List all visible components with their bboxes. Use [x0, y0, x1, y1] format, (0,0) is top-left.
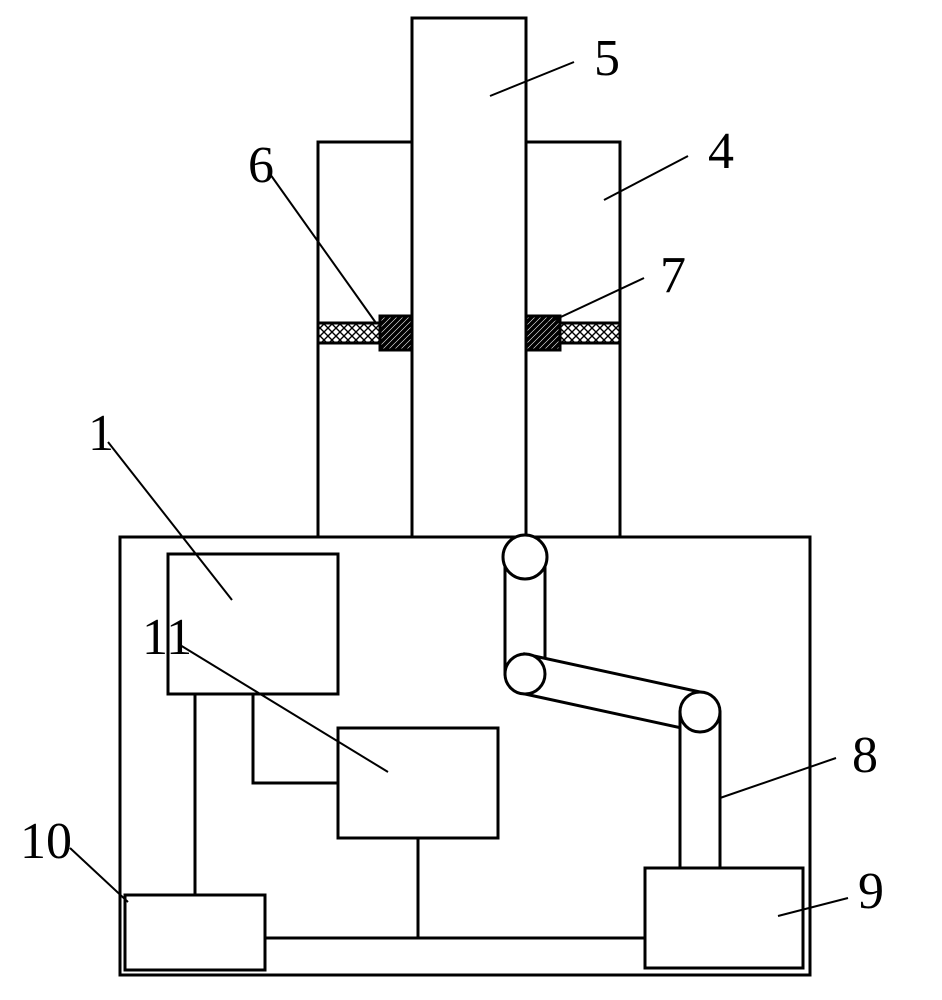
link-mid: [525, 654, 700, 732]
joint-top: [503, 535, 547, 579]
box-9: [645, 868, 803, 968]
label-9: 9: [858, 863, 884, 920]
box-11: [338, 728, 498, 838]
label-11: 11: [142, 609, 192, 666]
wire-11-9: [418, 838, 645, 938]
part-6-left: [318, 323, 380, 343]
part-6-right: [560, 323, 620, 343]
leader-8: [720, 758, 836, 798]
column-inner: [412, 18, 526, 537]
part-7-left: [380, 316, 412, 350]
label-7: 7: [660, 247, 686, 304]
label-4: 4: [708, 123, 734, 180]
label-5: 5: [594, 30, 620, 87]
part-7-right: [526, 316, 560, 350]
label-1: 1: [88, 405, 114, 462]
joint-mid: [505, 654, 545, 694]
joint-right: [680, 692, 720, 732]
label-8: 8: [852, 727, 878, 784]
label-6: 6: [248, 137, 274, 194]
box-1: [168, 554, 338, 694]
label-10: 10: [20, 813, 72, 870]
link-right: [680, 712, 720, 868]
wire-1-11: [253, 694, 338, 783]
box-10: [125, 895, 265, 970]
